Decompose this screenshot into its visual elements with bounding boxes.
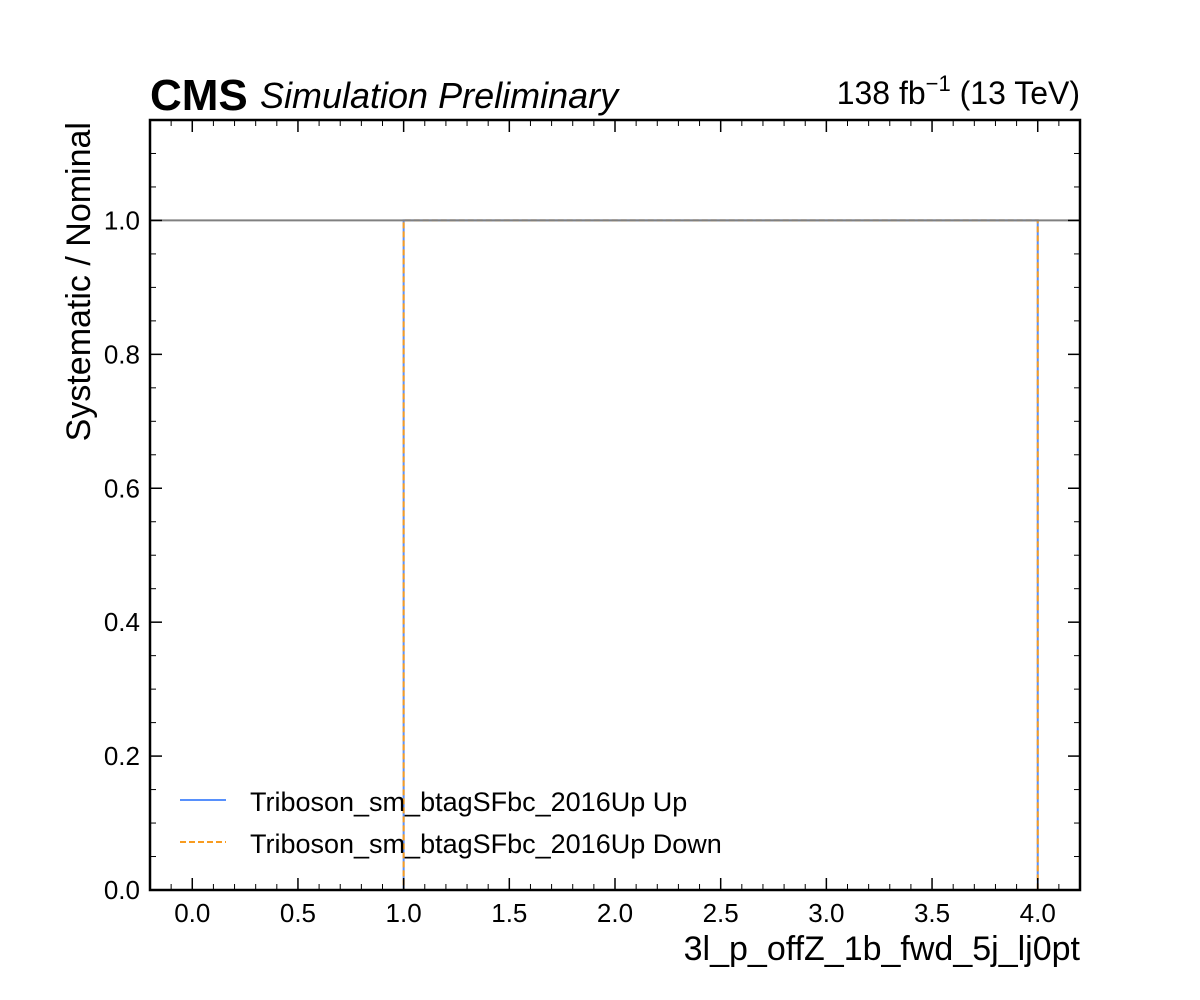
- y-tick-label: 0.8: [104, 339, 140, 369]
- x-tick-label: 0.5: [280, 898, 316, 928]
- y-tick-label: 1.0: [104, 205, 140, 235]
- x-tick-label: 2.5: [703, 898, 739, 928]
- x-tick-label: 0.0: [174, 898, 210, 928]
- x-tick-label: 3.0: [808, 898, 844, 928]
- x-tick-label: 1.5: [491, 898, 527, 928]
- y-tick-label: 0.0: [104, 875, 140, 905]
- x-tick-label: 3.5: [914, 898, 950, 928]
- lumi-value: 138 fb: [837, 75, 926, 111]
- y-axis-label: Systematic / Nominal: [60, 122, 98, 441]
- y-tick-label: 0.4: [104, 607, 140, 637]
- experiment-label: CMS: [150, 71, 248, 120]
- lumi-exponent: −1: [926, 71, 951, 96]
- tick-layer: 0.0 0.5 1.0 1.5 2.0 2.5 3.0 3.5 4.0 0.0 0.2 0.4 0.6 0…: [104, 119, 1081, 928]
- x-tick-label: 2.0: [597, 898, 633, 928]
- x-axis-label: 3l_p_offZ_1b_fwd_5j_lj0pt: [684, 930, 1081, 968]
- legend-label-0: Triboson_sm_btagSFbc_2016Up Up: [250, 787, 687, 817]
- status-label: Simulation Preliminary: [260, 75, 620, 116]
- legend: Triboson_sm_btagSFbc_2016Up Up Triboson_s…: [180, 787, 722, 859]
- lumi-energy: (13 TeV): [951, 75, 1080, 111]
- plot-frame: [148, 118, 1082, 892]
- x-tick-label: 1.0: [386, 898, 422, 928]
- y-tick-label: 0.2: [104, 741, 140, 771]
- x-tick-label: 4.0: [1020, 898, 1056, 928]
- y-tick-label: 0.6: [104, 473, 140, 503]
- lumi-label: 138 fb−1 (13 TeV): [837, 71, 1080, 111]
- legend-label-1: Triboson_sm_btagSFbc_2016Up Down: [250, 829, 722, 859]
